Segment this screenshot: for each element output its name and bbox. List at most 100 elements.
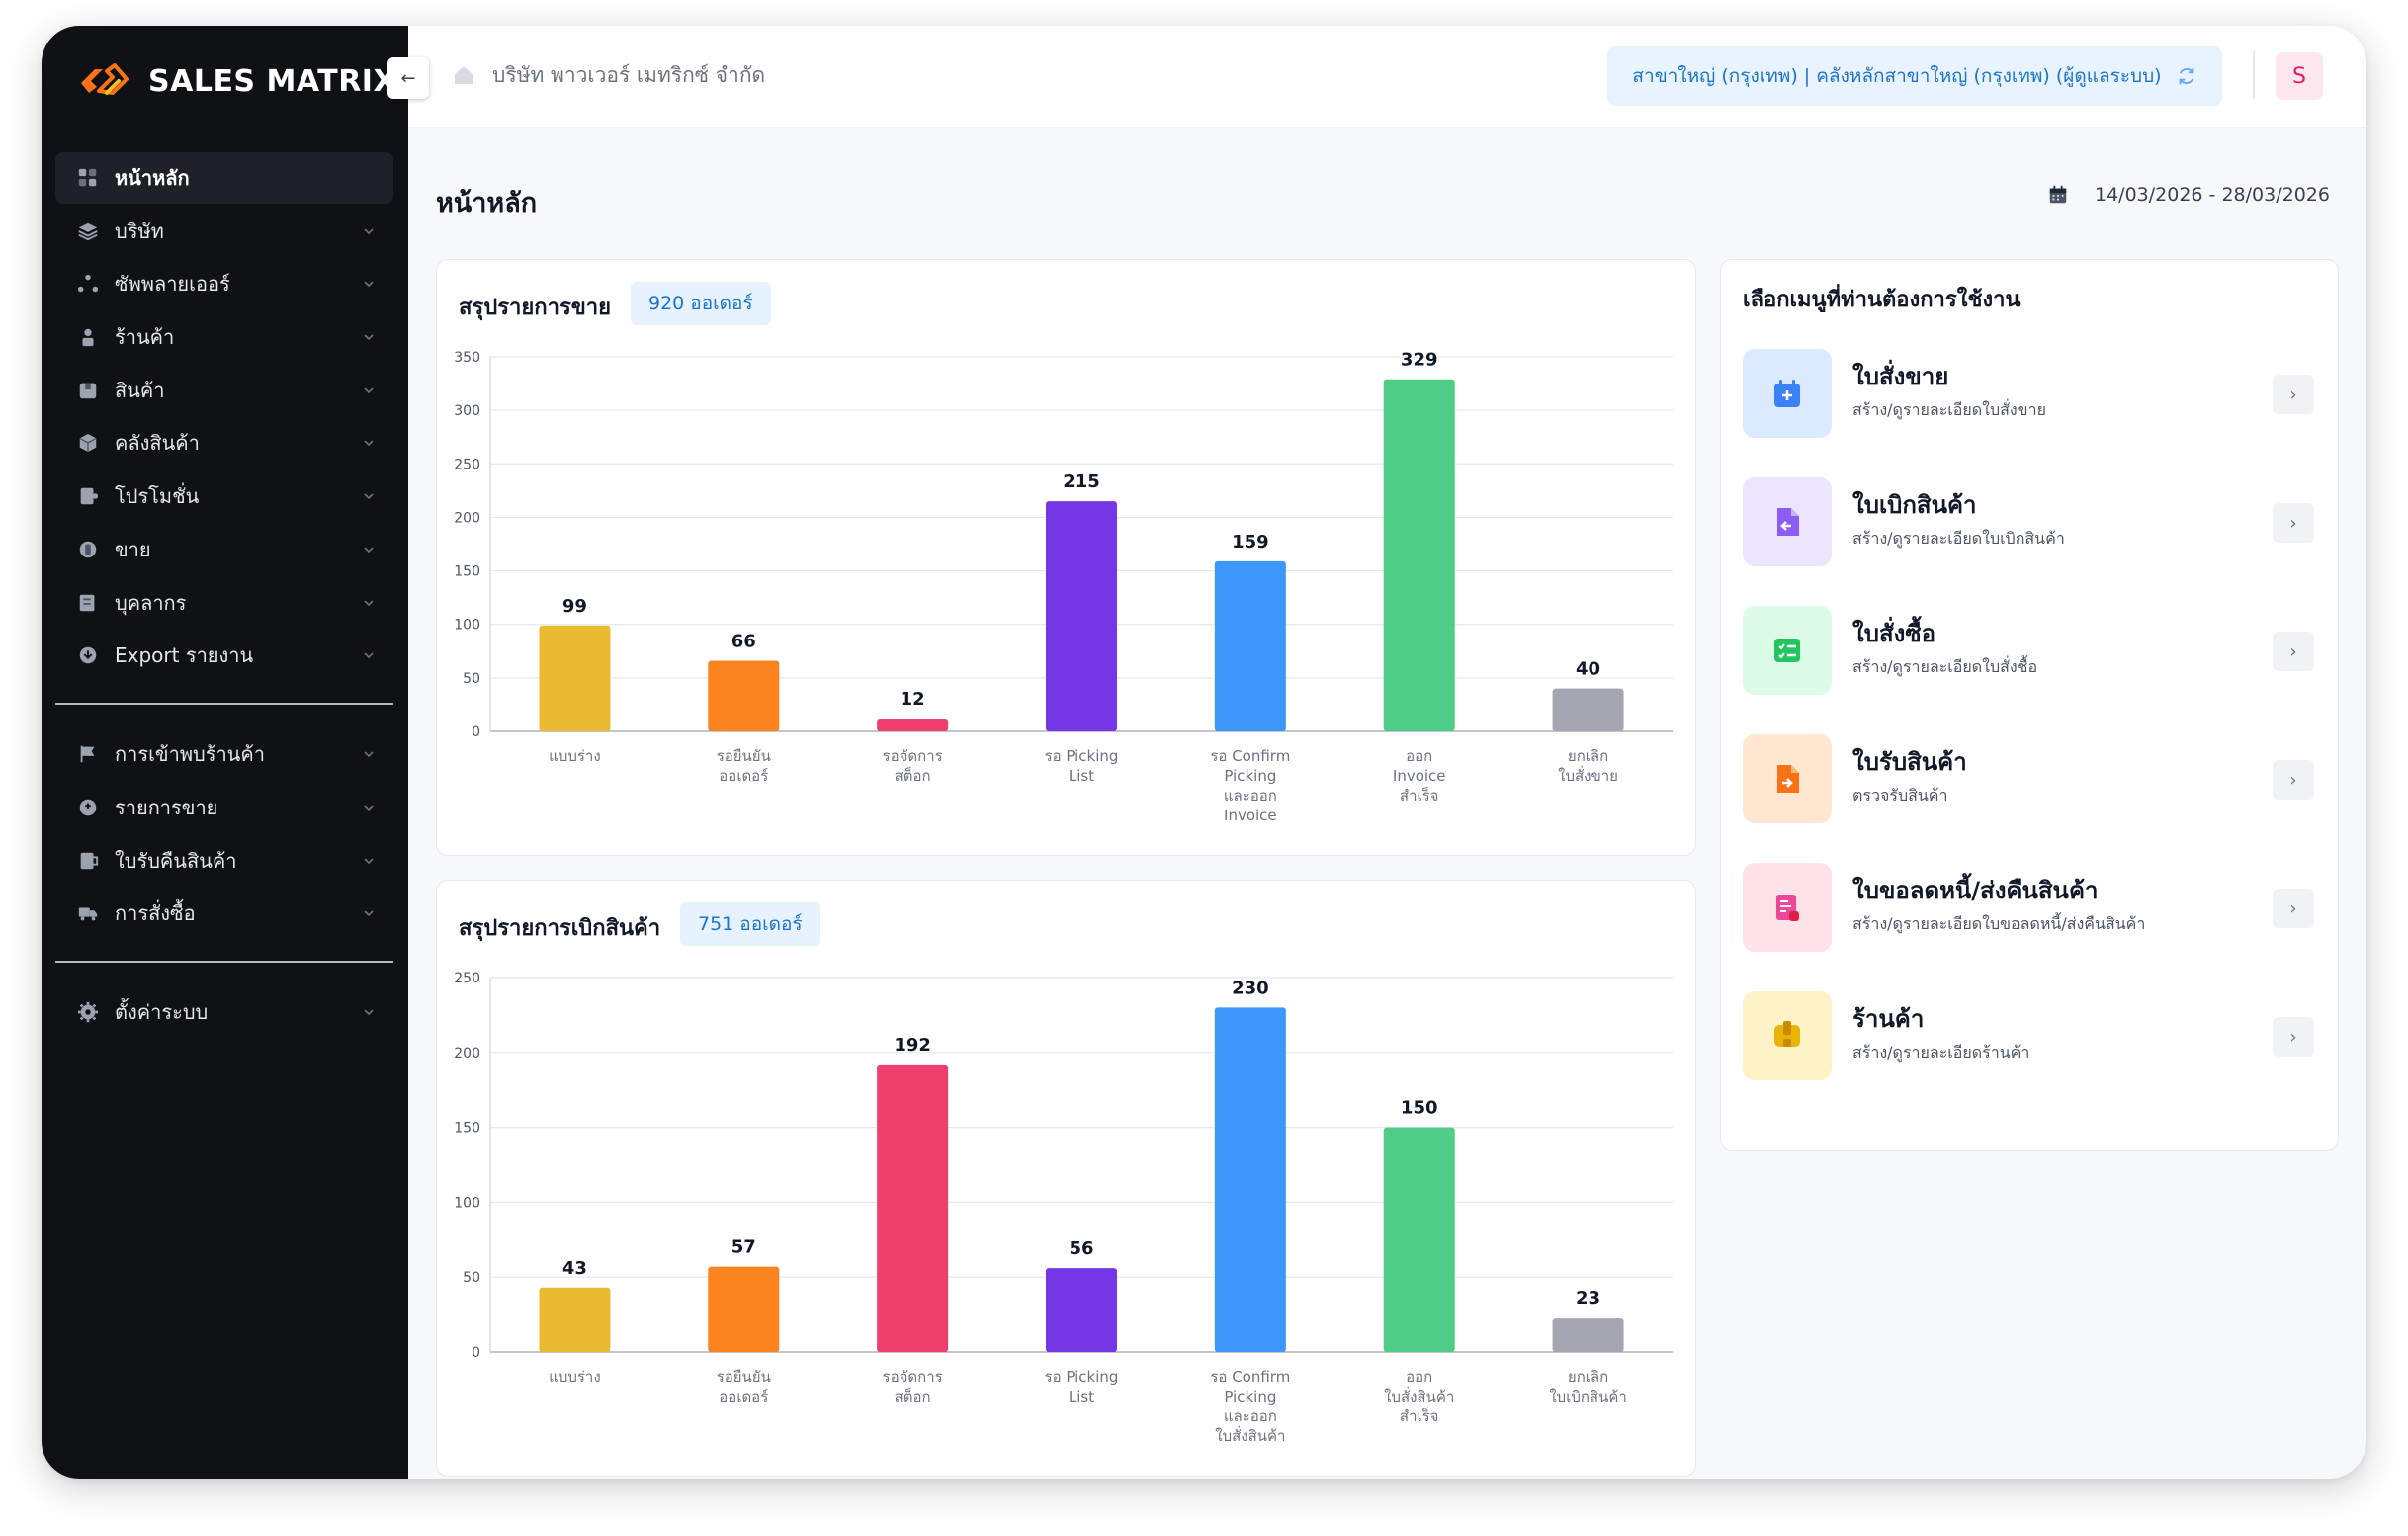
avatar[interactable]: S <box>2276 52 2323 100</box>
sidebar-item-layers[interactable]: บริษัท <box>55 206 393 257</box>
sidebar-item-network[interactable]: ซัพพลายเออร์ <box>55 258 393 309</box>
withdraw-summary-title: สรุปรายการเบิกสินค้า <box>459 916 661 941</box>
y-tick-label: 200 <box>454 510 480 526</box>
sidebar-item-id-card[interactable]: บุคลากร <box>55 577 393 629</box>
x-tick-label: สต็อก <box>895 1387 931 1406</box>
chevron-right-button[interactable]: › <box>2273 889 2314 928</box>
chevron-right-icon: › <box>2289 512 2297 534</box>
quick-menu-item-title: ใบสั่งขาย <box>1852 363 1949 390</box>
sidebar-item-cube[interactable]: คลังสินค้า <box>55 417 393 469</box>
x-tick-label: รอยืนยัน <box>717 747 771 765</box>
logo-text: SALES MATRIX <box>148 63 397 99</box>
quick-menu-item-calendar-plus[interactable]: ใบสั่งขาย สร้าง/ดูรายละเอียดใบสั่งขาย › <box>1743 349 2314 440</box>
chevron-right-button[interactable]: › <box>2273 375 2314 414</box>
sidebar-collapse-button[interactable]: ← <box>387 57 429 99</box>
x-tick-label: รอยืนยัน <box>717 1368 771 1386</box>
y-tick-label: 100 <box>454 1195 480 1211</box>
arrow-left-icon: ← <box>400 67 416 89</box>
chevron-down-icon <box>364 334 374 341</box>
chart-bar <box>1552 688 1624 731</box>
quick-menu-item-subtitle: สร้าง/ดูรายละเอียดร้านค้า <box>1852 1043 2030 1062</box>
chart-bar <box>539 625 611 731</box>
quick-menu-item-subtitle: สร้าง/ดูรายละเอียดใบเบิกสินค้า <box>1852 529 2065 548</box>
divider <box>55 703 393 706</box>
sidebar-item-truck[interactable]: การสั่งซื้อ <box>55 888 393 939</box>
sidebar-item-label: หน้าหลัก <box>115 166 190 190</box>
sidebar-item-label: คลังสินค้า <box>115 431 200 456</box>
sidebar-item-label: บริษัท <box>115 218 164 243</box>
app-window: SALES MATRIX หน้าหลักบริษัทซัพพลายเออร์ร… <box>42 26 2366 1479</box>
chevron-right-button[interactable]: › <box>2273 1017 2314 1057</box>
sales-summary-title: สรุปรายการขาย <box>459 296 612 320</box>
nav-group-settings: ตั้งค่าระบบ <box>55 986 393 1038</box>
sidebar-item-sale[interactable]: ขาย <box>55 524 393 575</box>
x-tick-label: ใบสั่งสินค้า <box>1215 1425 1285 1445</box>
chevron-down-icon <box>364 857 374 864</box>
quick-menu-item-title: ใบสั่งซื้อ <box>1852 620 1936 647</box>
home-icon[interactable] <box>452 63 475 87</box>
chart-bar <box>708 660 780 731</box>
quick-menu-item-store[interactable]: ร้านค้า สร้าง/ดูรายละเอียดร้านค้า › <box>1743 991 2314 1082</box>
branch-selector[interactable]: สาขาใหญ่ (กรุงเทพ) | คลังหลักสาขาใหญ่ (ก… <box>1607 46 2222 106</box>
quick-menu-item-subtitle: สร้าง/ดูรายละเอียดใบขอลดหนี้/ส่งคืนสินค้… <box>1852 914 2146 933</box>
topbar: บริษัท พาวเวอร์ เมทริกซ์ จำกัด สาขาใหญ่ … <box>408 26 2366 128</box>
x-tick-label: ยกเลิก <box>1568 747 1608 765</box>
data-label: 230 <box>1232 978 1269 998</box>
refresh-icon[interactable] <box>2176 65 2197 87</box>
x-tick-label: ออเดอร์ <box>719 767 768 785</box>
sidebar-item-sales-list[interactable]: รายการขาย <box>55 782 393 833</box>
x-tick-label: รอจัดการ <box>883 747 943 765</box>
y-tick-label: 350 <box>454 350 480 366</box>
sidebar-item-dashboard[interactable]: หน้าหลัก <box>55 152 393 204</box>
sidebar-item-label: ร้านค้า <box>115 325 175 350</box>
quick-menu-item-title: ใบเบิกสินค้า <box>1852 491 1977 519</box>
chart-bar <box>1214 560 1286 731</box>
withdraw-bar-chart: 0 50 100 150 200 250 43 แบบร่าง 57 รอยืนยันออเดอร… <box>454 971 1673 1445</box>
page-title: หน้าหลัก <box>436 188 538 218</box>
quick-menu-item-credit-note[interactable]: ใบขอลดหนี้/ส่งคืนสินค้า สร้าง/ดูรายละเอีย… <box>1743 863 2314 954</box>
quick-menu-item-checklist[interactable]: ใบสั่งซื้อสร้าง/ดูรายละเอียดใบสั่งซื้อ › <box>1743 606 2314 697</box>
store-icon <box>1743 991 1832 1080</box>
sidebar-item-flag[interactable]: การเข้าพบร้านค้า <box>55 728 393 780</box>
quick-menu-item-document-in[interactable]: ใบรับสินค้า ตรวจรับสินค้า › <box>1743 734 2314 825</box>
quick-menu-item-subtitle: สร้าง/ดูรายละเอียดใบสั่งซื้อ <box>1852 657 2038 676</box>
export-icon <box>77 644 99 666</box>
chevron-right-button[interactable]: › <box>2273 503 2314 543</box>
sidebar-item-package[interactable]: สินค้า <box>55 365 393 416</box>
chevron-right-icon: › <box>2289 769 2297 791</box>
quick-menu-item-document-return[interactable]: ใบเบิกสินค้าสร้าง/ดูรายละเอียดใบเบิกสินค… <box>1743 477 2314 568</box>
id-card-icon <box>77 592 99 614</box>
sidebar-item-label: ใบรับคืนสินค้า <box>115 848 237 873</box>
date-range-picker[interactable]: 14/03/2026 - 28/03/2026 <box>2047 184 2330 206</box>
data-label: 159 <box>1232 532 1269 553</box>
sidebar-item-promotion[interactable]: โปรโมชั่น <box>55 470 393 522</box>
logo[interactable]: SALES MATRIX <box>77 51 396 111</box>
x-tick-label: ยกเลิก <box>1568 1368 1608 1386</box>
x-tick-label: สต็อก <box>895 766 931 785</box>
sidebar-item-label: บุคลากร <box>115 590 187 615</box>
quick-menu-item-title: ใบรับสินค้า <box>1852 748 1967 776</box>
chevron-down-icon <box>364 599 374 606</box>
gear-icon <box>77 1001 99 1023</box>
chevron-down-icon <box>364 547 374 553</box>
chevron-down-icon <box>364 652 374 659</box>
x-tick-label: ใบเบิกสินค้า <box>1549 1388 1626 1406</box>
document-in-icon <box>1743 734 1832 823</box>
y-tick-label: 50 <box>463 1270 480 1286</box>
sidebar-item-return[interactable]: ใบรับคืนสินค้า <box>55 835 393 887</box>
sidebar-item-gear[interactable]: ตั้งค่าระบบ <box>55 986 393 1038</box>
y-tick-label: 150 <box>454 564 480 580</box>
sidebar-item-user[interactable]: ร้านค้า <box>55 311 393 363</box>
chevron-right-icon: › <box>2289 1026 2297 1048</box>
x-tick-label: ใบสั่งสินค้า <box>1384 1386 1454 1406</box>
sidebar-item-export[interactable]: Export รายงาน <box>55 630 393 681</box>
chevron-right-button[interactable]: › <box>2273 632 2314 671</box>
chevron-down-icon <box>364 228 374 234</box>
chevron-down-icon <box>364 910 374 917</box>
branch-label: สาขาใหญ่ (กรุงเทพ) | คลังหลักสาขาใหญ่ (ก… <box>1632 65 2162 87</box>
chart-bar <box>1383 379 1455 731</box>
x-tick-label: และออก <box>1224 1408 1277 1425</box>
chart-bar <box>1214 1007 1286 1352</box>
chevron-down-icon <box>364 440 374 447</box>
chevron-right-button[interactable]: › <box>2273 760 2314 800</box>
